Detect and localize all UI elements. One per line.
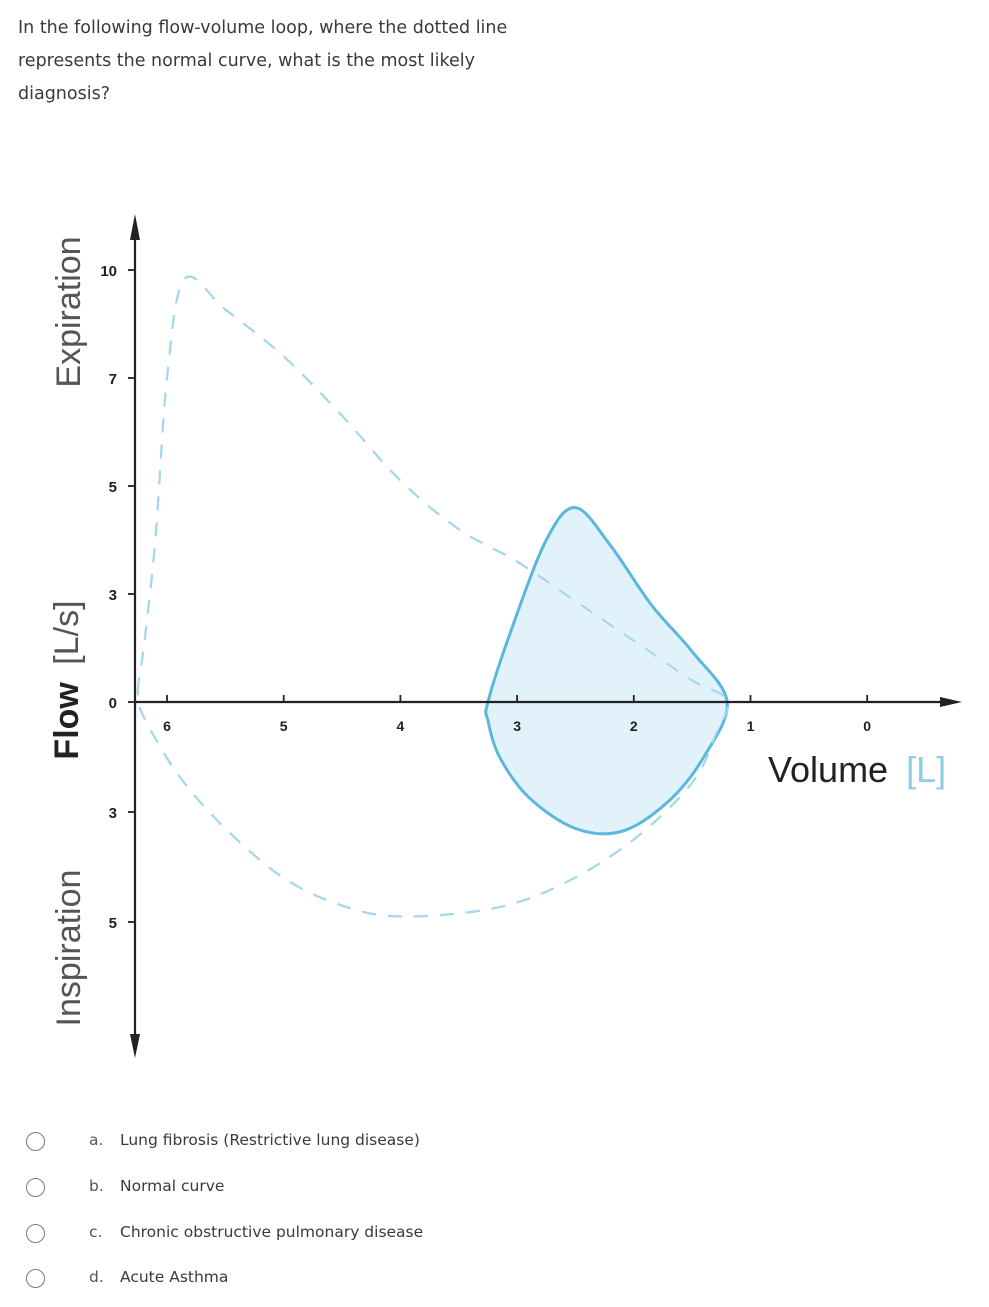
x-tick-label: 2 — [630, 718, 638, 734]
x-tick-label: 6 — [163, 718, 171, 734]
x-label-volume: Volume [L] — [768, 749, 946, 790]
y-tick-label: 5 — [109, 479, 117, 496]
option-b[interactable]: b. Normal curve — [0, 1176, 600, 1216]
radio-option-c[interactable] — [26, 1224, 45, 1243]
y-label-flow: Flow [L/s] — [48, 600, 86, 759]
y-tick-label: 10 — [100, 263, 117, 280]
option-b-label: Normal curve — [120, 1177, 225, 1195]
y-label-inspiration: Inspiration — [50, 870, 88, 1027]
question-text: In the following flow-volume loop, where… — [18, 18, 508, 104]
x-label-volume-name: Volume — [768, 749, 888, 790]
x-tick-label: 1 — [747, 718, 755, 734]
x-tick-label: 4 — [397, 718, 405, 734]
x-tick-label: 5 — [280, 718, 288, 734]
option-a-letter: a. — [89, 1131, 104, 1149]
option-b-letter: b. — [89, 1177, 104, 1195]
radio-option-b[interactable] — [26, 1178, 45, 1197]
y-tick-label: 5 — [109, 915, 117, 932]
x-tick-label: 3 — [513, 718, 521, 734]
flow-volume-svg: Expiration Flow [L/s] Inspiration Volume… — [48, 214, 962, 1058]
option-c-label: Chronic obstructive pulmonary disease — [120, 1223, 424, 1241]
x-label-volume-unit: [L] — [906, 749, 946, 790]
y-label-flow-name: Flow — [48, 682, 86, 760]
y-tick-label: 3 — [109, 587, 117, 604]
option-d-label: Acute Asthma — [120, 1268, 229, 1286]
radio-option-d[interactable] — [26, 1269, 45, 1288]
y-axis-arrow-down — [130, 1034, 140, 1058]
y-tick-label: 7 — [109, 371, 117, 388]
option-c[interactable]: c. Chronic obstructive pulmonary disease — [0, 1222, 600, 1262]
x-tick-label: 0 — [863, 718, 871, 734]
option-a-label: Lung fibrosis (Restrictive lung disease) — [120, 1131, 420, 1149]
normal-curve-overlay — [136, 275, 730, 918]
x-axis-arrow-right — [940, 697, 962, 707]
option-d-letter: d. — [89, 1268, 104, 1286]
y-label-flow-unit: [L/s] — [48, 600, 86, 664]
y-label-expiration: Expiration — [50, 236, 88, 387]
option-c-letter: c. — [89, 1223, 103, 1241]
y-axis-arrow-up — [130, 214, 140, 240]
flow-volume-chart: Expiration Flow [L/s] Inspiration Volume… — [0, 200, 989, 1080]
option-a[interactable]: a. Lung fibrosis (Restrictive lung disea… — [0, 1130, 600, 1170]
y-tick-label: 3 — [109, 805, 117, 822]
option-d[interactable]: d. Acute Asthma — [0, 1267, 600, 1307]
y-tick-label: 0 — [109, 695, 117, 712]
radio-option-a[interactable] — [26, 1132, 45, 1151]
